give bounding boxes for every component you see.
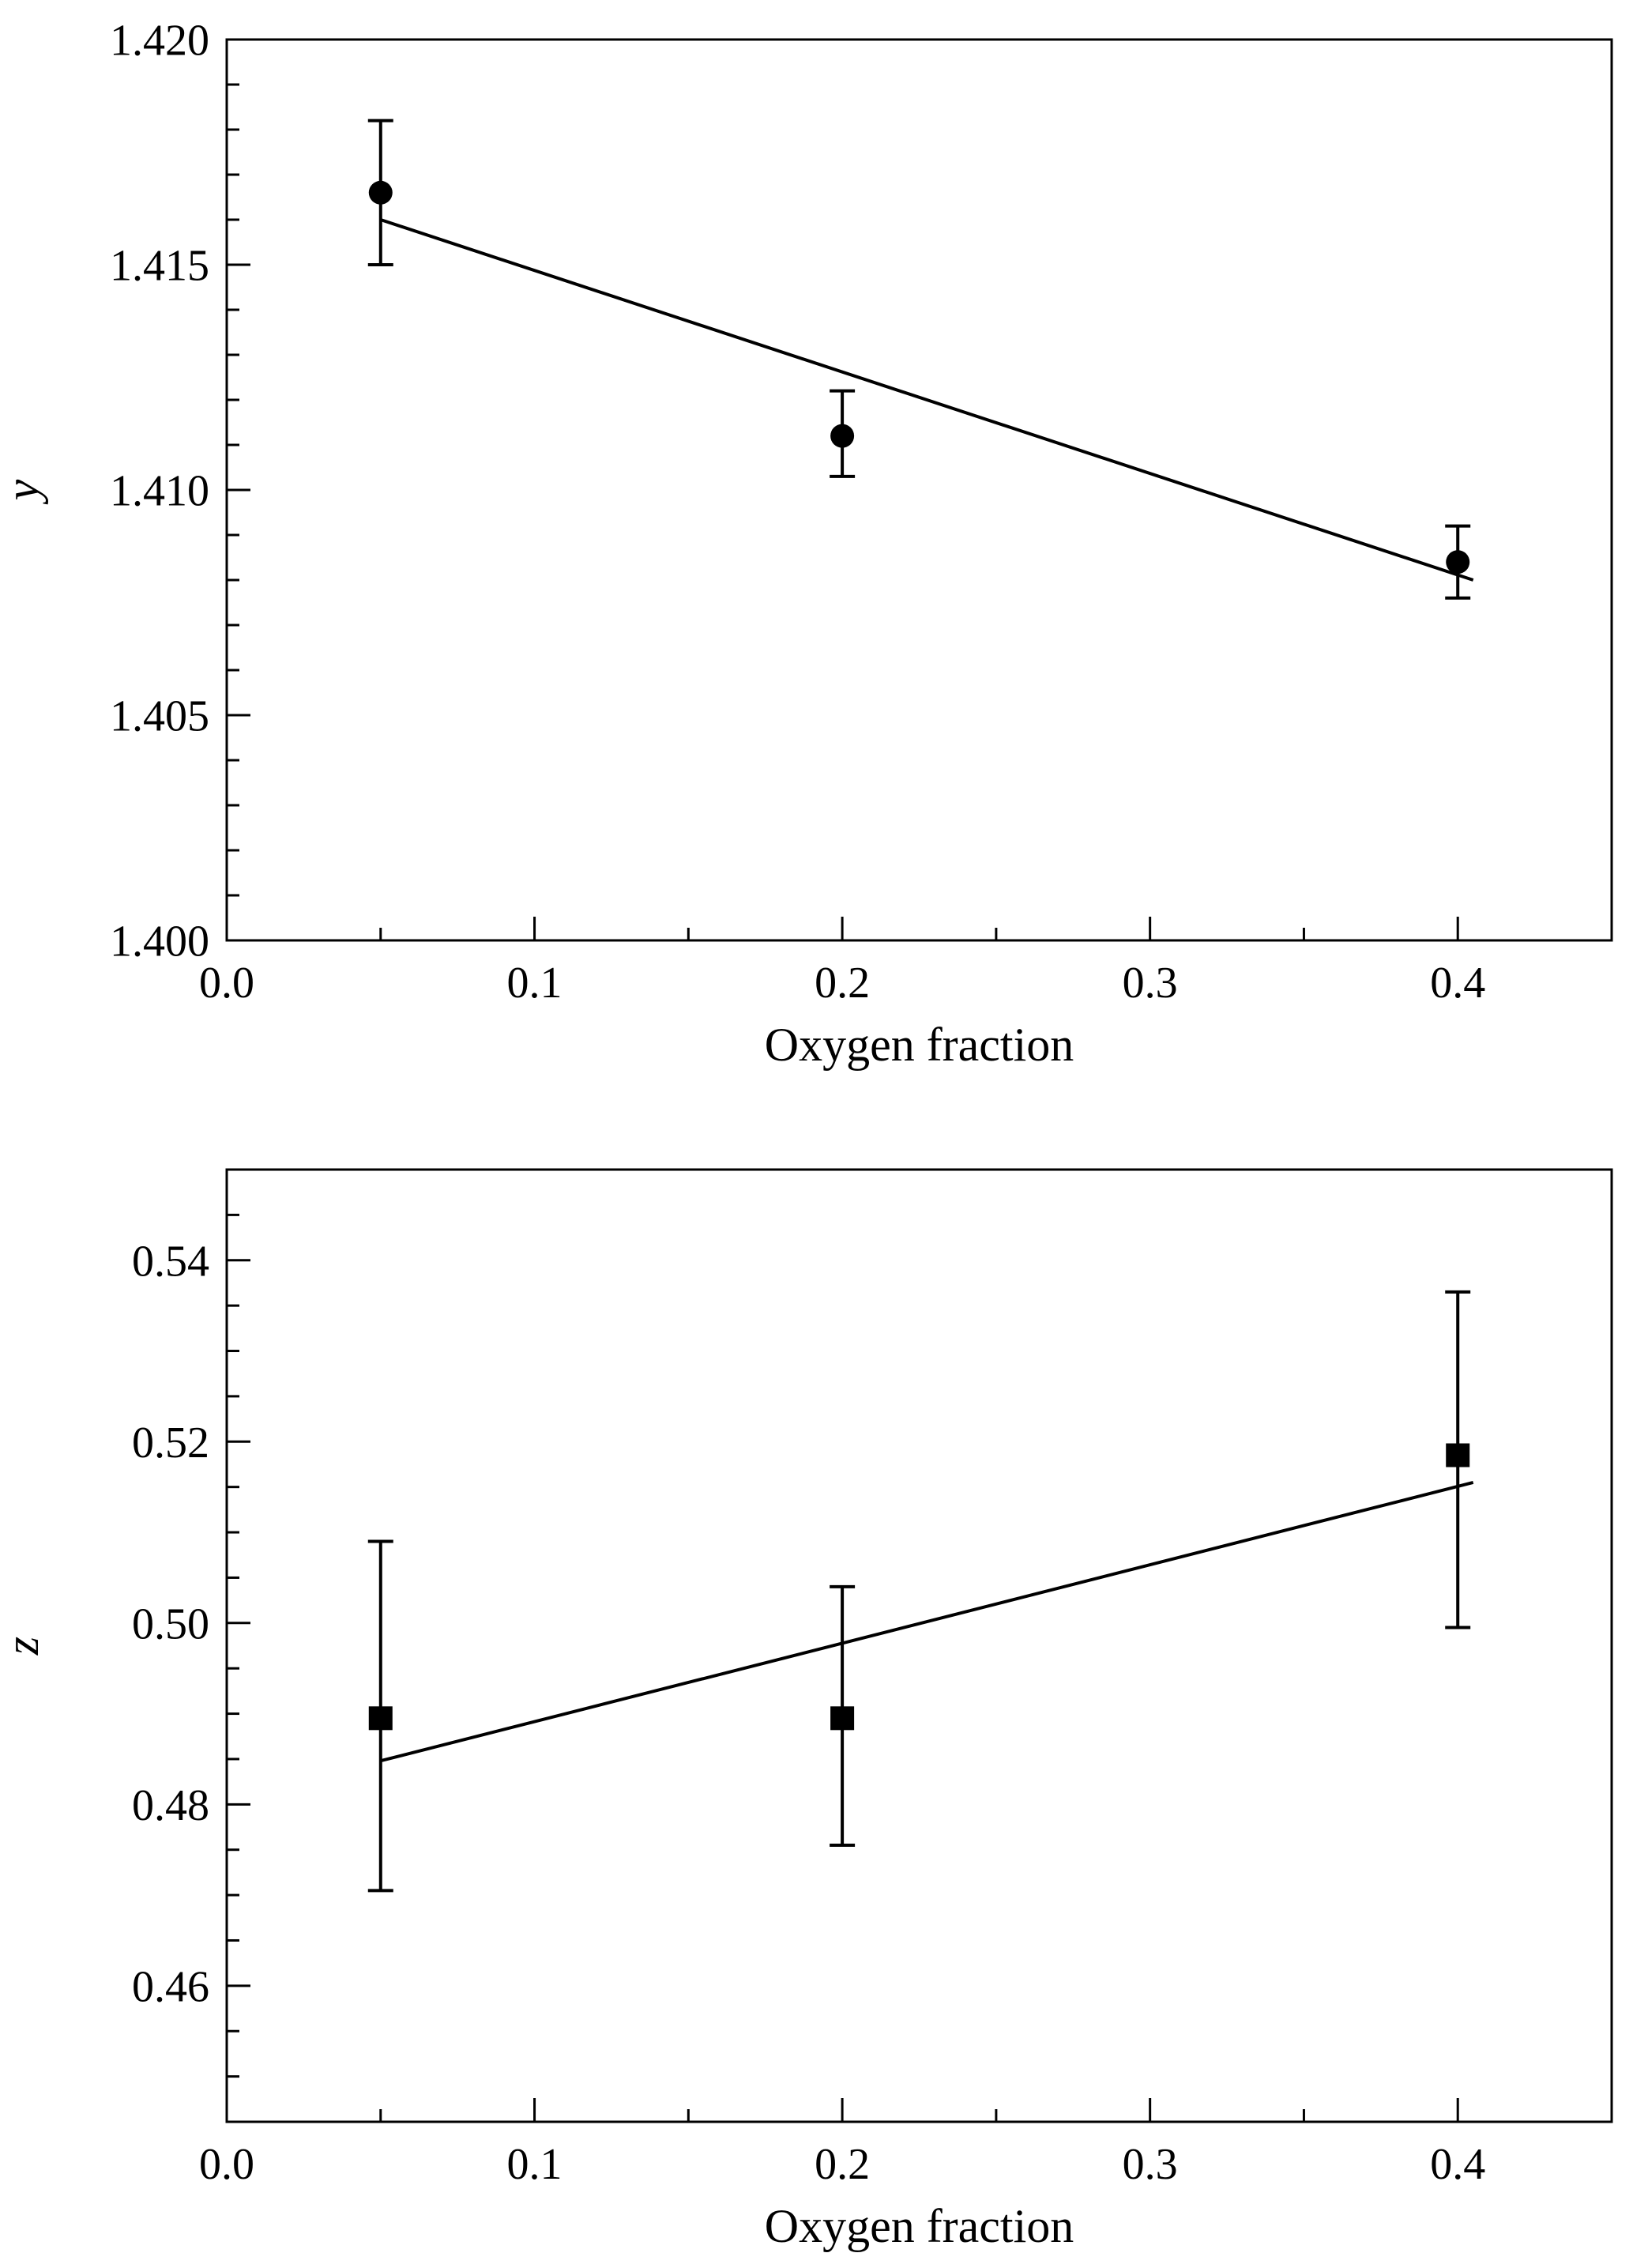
y-tick-label: 1.400 <box>110 917 209 966</box>
data-point <box>367 119 393 266</box>
marker-circle <box>1446 550 1470 575</box>
marker-square <box>1446 1443 1470 1467</box>
plot-frame <box>225 1168 1613 2123</box>
z-vs-oxygen-fraction-chart: 0.0 0.1 0.2 0.3 0.4 0.46 0.48 0.50 0.52 0.54 Oxyge… <box>0 1106 1633 2268</box>
plot-frame <box>225 38 1613 942</box>
y-axis-label: z <box>0 1637 48 1656</box>
chart-svg: 0.0 0.1 0.2 0.3 0.4 1.400 1.405 1.410 1.415 1.420… <box>0 17 1613 1071</box>
data-point <box>830 1584 856 1847</box>
data-point <box>830 389 856 478</box>
x-tick-label: 0.0 <box>199 959 254 1008</box>
marker-square <box>830 1706 855 1731</box>
fit-line <box>380 218 1474 582</box>
x-tick-label: 0.4 <box>1430 959 1485 1008</box>
marker-circle <box>368 180 393 205</box>
y-tick-label: 0.52 <box>132 1418 209 1467</box>
data-point <box>367 1539 393 1893</box>
y-tick-label: 1.420 <box>110 17 209 66</box>
x-axis-label: Oxygen fraction <box>765 1019 1074 1071</box>
y-tick-label: 1.415 <box>110 242 209 291</box>
data-point <box>1445 524 1471 600</box>
marker-circle <box>830 424 855 448</box>
x-tick-label: 0.1 <box>507 2140 563 2189</box>
y-vs-oxygen-fraction-chart: 0.0 0.1 0.2 0.3 0.4 1.400 1.405 1.410 1.415 1.420… <box>0 0 1633 1106</box>
x-tick-label: 0.4 <box>1430 2140 1485 2189</box>
y-tick-label: 0.46 <box>132 1962 209 2011</box>
x-axis-label: Oxygen fraction <box>765 2200 1074 2252</box>
fit-line <box>380 1480 1474 1763</box>
x-tick-label: 0.2 <box>815 959 870 1008</box>
chart-svg: 0.0 0.1 0.2 0.3 0.4 0.46 0.48 0.50 0.52 0.54 Oxyge… <box>0 1168 1613 2252</box>
x-tick-label: 0.0 <box>199 2140 254 2189</box>
y-tick-label: 1.410 <box>110 467 209 516</box>
y-tick-label: 0.54 <box>132 1237 209 1286</box>
x-tick-label: 0.1 <box>507 959 563 1008</box>
x-tick-label: 0.3 <box>1123 959 1178 1008</box>
x-tick-label: 0.3 <box>1123 2140 1178 2189</box>
x-tick-label: 0.2 <box>815 2140 870 2189</box>
y-tick-label: 0.48 <box>132 1781 209 1830</box>
y-tick-label: 0.50 <box>132 1599 209 1648</box>
y-axis-label: y <box>0 479 48 505</box>
y-tick-label: 1.405 <box>110 692 209 741</box>
marker-square <box>368 1706 393 1731</box>
data-point <box>1445 1290 1471 1629</box>
